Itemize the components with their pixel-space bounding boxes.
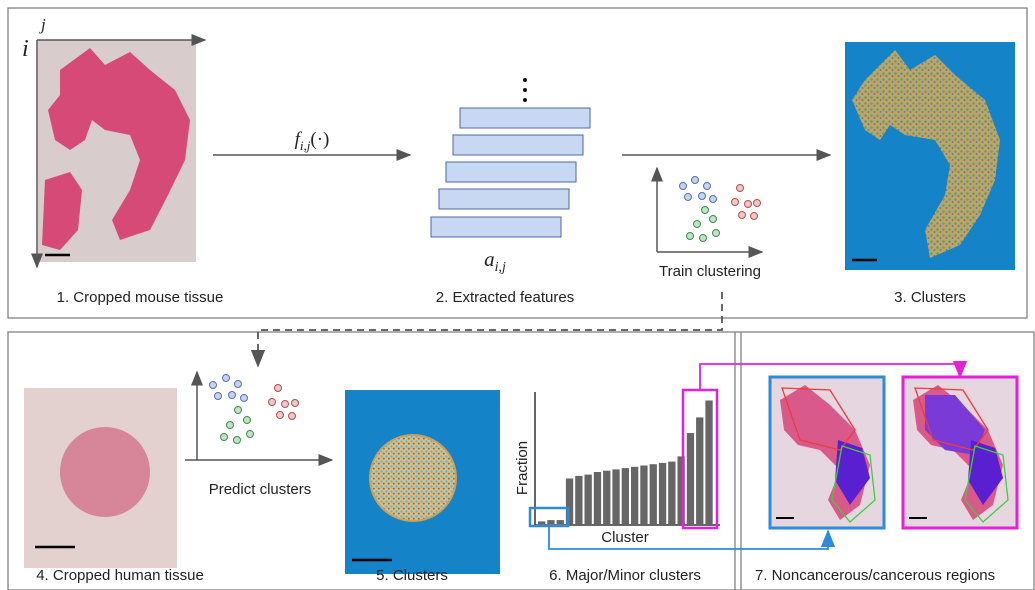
scatter-icon bbox=[657, 168, 762, 252]
cluster-image bbox=[345, 390, 500, 574]
caption: 1. Cropped mouse tissue bbox=[57, 289, 224, 306]
train-label: Train clustering bbox=[659, 263, 761, 280]
feature-stack bbox=[431, 78, 590, 237]
bar bbox=[603, 471, 610, 524]
noncancerous-image bbox=[770, 377, 884, 528]
bar bbox=[659, 463, 666, 524]
bar bbox=[640, 466, 647, 525]
bar bbox=[668, 462, 675, 524]
bar bbox=[687, 433, 694, 524]
bar bbox=[594, 472, 601, 524]
caption: 7. Noncancerous/cancerous regions bbox=[755, 567, 995, 584]
bar bbox=[538, 521, 545, 524]
y-axis-label: Fraction bbox=[514, 441, 531, 495]
bar bbox=[696, 417, 703, 524]
cancerous-image bbox=[903, 377, 1017, 528]
bar bbox=[547, 520, 554, 524]
x-axis-label: Cluster bbox=[601, 529, 649, 546]
axis-label: j bbox=[39, 15, 46, 34]
bar bbox=[631, 467, 638, 524]
histogram bbox=[535, 392, 720, 525]
bar bbox=[612, 469, 619, 524]
cluster-image bbox=[845, 42, 1015, 270]
feature-name: a bbox=[484, 247, 495, 271]
bar bbox=[650, 464, 657, 524]
predict-label: Predict clusters bbox=[209, 481, 312, 498]
feature-label: ai,j bbox=[484, 247, 506, 275]
subscript: i,j bbox=[300, 138, 311, 153]
bar bbox=[585, 475, 592, 524]
caption: 3. Clusters bbox=[894, 289, 966, 306]
caption: 6. Major/Minor clusters bbox=[549, 567, 701, 584]
bar bbox=[622, 468, 629, 524]
human-tissue-image bbox=[24, 388, 177, 568]
axis-label: i bbox=[22, 36, 29, 62]
figure: j i 1. Cropped mouse tissue fi,j(·) ai,j… bbox=[0, 0, 1035, 590]
subscript: i,j bbox=[495, 260, 506, 275]
caption: 2. Extracted features bbox=[436, 289, 574, 306]
mouse-tissue-image bbox=[38, 40, 196, 262]
caption: 5. Clusters bbox=[376, 567, 448, 584]
bar bbox=[557, 520, 564, 524]
bar bbox=[705, 401, 712, 525]
transform-label: fi,j(·) bbox=[295, 129, 330, 153]
args: (·) bbox=[310, 129, 329, 150]
bar bbox=[575, 476, 582, 524]
scatter-icon bbox=[185, 372, 332, 460]
caption: 4. Cropped human tissue bbox=[36, 567, 204, 584]
